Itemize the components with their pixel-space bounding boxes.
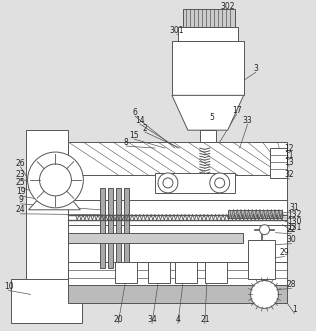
Text: 301: 301 [170,26,184,35]
Circle shape [251,280,278,308]
Bar [172,41,244,95]
Bar [26,130,68,291]
Text: 14: 14 [135,116,145,125]
Bar [178,26,238,41]
Text: 3: 3 [253,64,258,73]
Bar [68,233,243,243]
Text: 29: 29 [280,248,289,257]
Bar [115,261,137,283]
Text: 132: 132 [287,210,301,219]
Text: 10: 10 [4,282,14,291]
Text: 26: 26 [16,159,25,167]
Circle shape [158,173,178,193]
Text: 23: 23 [16,170,25,179]
Circle shape [27,152,83,208]
Text: 22: 22 [287,225,296,234]
Text: 20: 20 [113,315,123,324]
Text: 25: 25 [16,178,25,187]
Bar [148,261,170,283]
Text: 30: 30 [287,235,296,244]
Bar [124,188,129,267]
Circle shape [163,178,173,188]
Text: 130: 130 [287,217,302,226]
Text: 21: 21 [200,315,210,324]
Bar [116,188,121,267]
Text: 302: 302 [221,2,235,11]
Bar [175,261,197,283]
Text: 31: 31 [289,203,299,212]
Text: 28: 28 [287,280,296,289]
Text: 8: 8 [124,138,129,147]
Polygon shape [172,95,244,130]
Circle shape [259,225,270,235]
Text: 9: 9 [18,195,23,204]
Text: 1: 1 [292,305,297,314]
Bar [200,130,216,142]
Bar [248,240,276,279]
Text: 13: 13 [285,158,294,166]
Circle shape [210,173,230,193]
Bar [183,9,235,26]
Text: 24: 24 [16,205,25,214]
Polygon shape [28,180,80,210]
Bar [108,188,113,267]
Circle shape [215,178,225,188]
Bar [68,261,288,285]
Text: 32: 32 [285,170,294,179]
Text: 11: 11 [285,151,294,160]
Text: 33: 33 [243,116,252,125]
Text: 17: 17 [232,106,241,115]
Text: 19: 19 [16,187,25,196]
Bar [68,142,288,261]
Text: 4: 4 [175,315,180,324]
Bar [228,210,283,218]
Text: 15: 15 [129,131,139,140]
Text: 2: 2 [143,124,148,133]
Text: 6: 6 [133,108,137,117]
Bar [100,188,105,267]
Text: 34: 34 [147,315,157,324]
Bar [270,148,288,178]
Bar [11,279,82,323]
Text: 5: 5 [209,113,214,122]
Text: 12: 12 [285,144,294,153]
Circle shape [40,164,71,196]
Bar [205,261,227,283]
Bar [68,285,288,304]
Bar [155,173,235,193]
Text: 131: 131 [287,223,301,232]
